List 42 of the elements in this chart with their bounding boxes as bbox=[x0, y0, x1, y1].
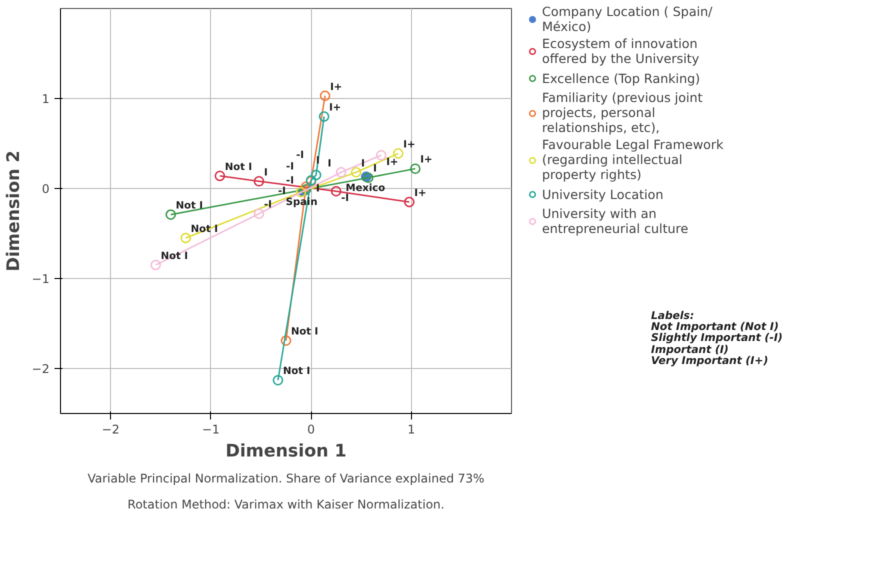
legend-label: University Location bbox=[542, 186, 664, 202]
x-tick-label: −2 bbox=[102, 422, 120, 436]
data-label: -I bbox=[286, 175, 294, 186]
data-label: Not I bbox=[224, 162, 252, 173]
legend-label: Familiarity (previous joint projects, personal relationships, etc), bbox=[542, 90, 703, 135]
data-label: I+ bbox=[403, 139, 416, 150]
legend-label: Favourable Legal Framework (regarding intellectual property rights) bbox=[542, 137, 724, 182]
data-label: I+ bbox=[414, 188, 426, 199]
y-tick-label: 0 bbox=[42, 182, 50, 196]
data-label: I bbox=[361, 158, 365, 170]
data-label: Not I bbox=[160, 251, 188, 262]
legend-label: Company Location ( Spain/ México) bbox=[542, 4, 712, 34]
data-label: Not I bbox=[282, 366, 310, 378]
data-label: I bbox=[328, 158, 332, 170]
data-label: -I bbox=[296, 150, 304, 161]
x-axis-title: Dimension 1 bbox=[225, 442, 347, 462]
legend-label: Excellence (Top Ranking) bbox=[542, 70, 700, 86]
text: Variable Principal Normalization. Share of Variance explained 73% bbox=[88, 472, 484, 486]
y-tick-label: 1 bbox=[42, 92, 50, 106]
data-label: -I bbox=[341, 193, 349, 204]
x-tick-label: 1 bbox=[407, 422, 416, 436]
data-label: I+ bbox=[386, 157, 398, 168]
data-label: Not I bbox=[291, 326, 318, 338]
y-tick-label: −2 bbox=[32, 362, 50, 376]
legend-label: University with an entrepreneurial culture bbox=[542, 206, 688, 236]
data-label: -I bbox=[286, 162, 294, 173]
data-label: I+ bbox=[420, 154, 432, 166]
x-tick-label: 0 bbox=[307, 422, 315, 436]
data-label: I bbox=[264, 167, 268, 178]
data-label: I bbox=[316, 155, 320, 166]
y-tick-label: −1 bbox=[32, 272, 50, 286]
text: Labels: Not Important (Not I) Slightly Important (-I) Important (I) Very Important (I+) bbox=[651, 309, 783, 367]
x-tick-label: −1 bbox=[202, 422, 220, 436]
data-label: Mexico bbox=[346, 182, 386, 194]
y-axis-title: Dimension 2 bbox=[4, 150, 24, 272]
text: Rotation Method: Varimax with Kaiser Normalization. bbox=[128, 498, 444, 512]
data-label: I bbox=[316, 183, 320, 194]
legend-label: Ecosystem of innovation offered by the University bbox=[542, 36, 700, 66]
data-label: Not I bbox=[176, 200, 203, 212]
data-label: I+ bbox=[329, 102, 342, 114]
data-label: I+ bbox=[330, 82, 342, 93]
data-label: I bbox=[373, 164, 377, 175]
